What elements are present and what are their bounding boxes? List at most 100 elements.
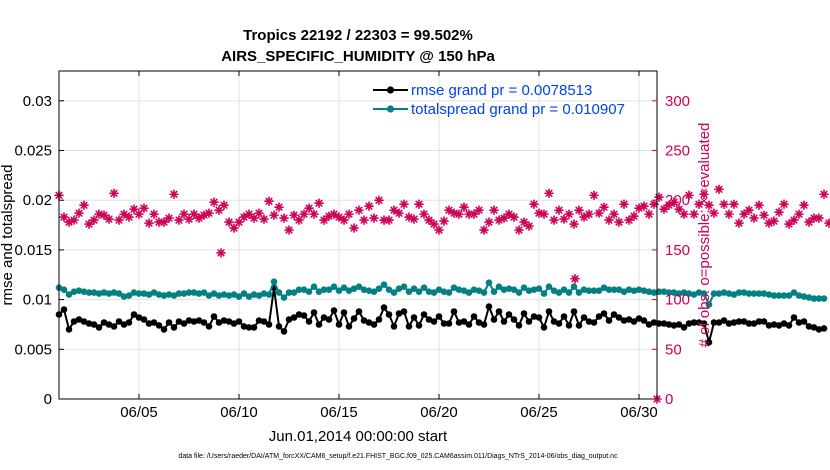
obs-marker bbox=[264, 196, 274, 207]
series-rmse-point bbox=[160, 326, 168, 333]
series-rmse-point bbox=[595, 313, 603, 320]
series-rmse-point bbox=[725, 320, 733, 327]
obs-marker bbox=[794, 209, 804, 219]
series-totalspread-point bbox=[760, 290, 768, 297]
series-totalspread-point bbox=[380, 281, 388, 289]
series-rmse-point bbox=[760, 318, 768, 325]
obs-marker-stroke bbox=[175, 216, 183, 224]
series-rmse-point bbox=[100, 319, 108, 326]
series-totalspread-point bbox=[820, 295, 828, 302]
series-rmse-point bbox=[115, 318, 123, 325]
series-rmse-point bbox=[630, 318, 638, 325]
series-totalspread-point bbox=[625, 286, 633, 294]
series-totalspread-point bbox=[535, 285, 543, 293]
series-totalspread-point bbox=[735, 289, 743, 296]
obs-marker-stroke bbox=[265, 197, 273, 205]
series-totalspread-point bbox=[90, 289, 98, 296]
series-totalspread-point bbox=[260, 290, 268, 297]
series-rmse-point bbox=[395, 310, 403, 317]
series-totalspread-point bbox=[550, 287, 558, 295]
series-totalspread-point bbox=[480, 289, 488, 296]
obs-marker-stroke bbox=[810, 214, 818, 222]
series-rmse-point bbox=[315, 321, 323, 328]
series-totalspread-point bbox=[150, 289, 158, 296]
obs-marker-stroke bbox=[715, 185, 723, 193]
obs-marker-stroke bbox=[305, 204, 313, 212]
x-tick-label: 06/05 bbox=[120, 404, 158, 421]
obs-marker-stroke bbox=[440, 217, 448, 225]
obs-marker bbox=[679, 209, 689, 219]
obs-marker bbox=[224, 217, 234, 227]
series-totalspread-point bbox=[305, 288, 313, 296]
series-totalspread-point bbox=[795, 292, 803, 299]
y-right-tick-label: 0 bbox=[665, 391, 673, 408]
series-rmse-point bbox=[510, 316, 518, 323]
obs-marker bbox=[684, 190, 694, 201]
series-rmse-point bbox=[790, 314, 798, 321]
obs-marker bbox=[739, 209, 749, 219]
series-rmse-point bbox=[75, 316, 83, 323]
obs-marker bbox=[274, 202, 284, 212]
legend-spread-label: totalspread grand pr = 0.010907 bbox=[411, 101, 625, 118]
obs-marker bbox=[179, 209, 189, 219]
obs-marker bbox=[789, 215, 799, 225]
obs-marker bbox=[734, 218, 744, 228]
series-rmse-point bbox=[320, 314, 328, 321]
series-rmse-point bbox=[265, 321, 273, 328]
series-totalspread-point bbox=[510, 286, 518, 294]
series-totalspread-point bbox=[635, 286, 643, 294]
series-totalspread-point bbox=[365, 287, 373, 295]
obs-marker-stroke bbox=[795, 210, 803, 218]
obs-marker bbox=[709, 208, 719, 218]
series-rmse-point bbox=[260, 318, 268, 325]
series-rmse-point bbox=[195, 317, 203, 324]
series-totalspread-point bbox=[675, 290, 683, 297]
series-totalspread-point bbox=[435, 286, 443, 294]
obs-marker-stroke bbox=[365, 202, 373, 210]
obs-marker bbox=[89, 215, 99, 225]
obs-marker bbox=[570, 273, 580, 284]
obs-marker bbox=[564, 209, 574, 219]
obs-marker bbox=[554, 205, 564, 215]
series-rmse-point bbox=[165, 319, 173, 326]
plot-area bbox=[59, 71, 657, 399]
series-rmse-point bbox=[660, 320, 668, 327]
series-totalspread-point bbox=[310, 283, 318, 291]
obs-marker bbox=[654, 192, 664, 203]
obs-marker-stroke bbox=[330, 210, 338, 218]
series-totalspread-point bbox=[225, 292, 233, 299]
obs-marker-stroke bbox=[135, 210, 143, 218]
series-totalspread-point bbox=[815, 295, 823, 302]
series-totalspread-point bbox=[415, 288, 423, 296]
y-axis-label: rmse and totalspread bbox=[0, 165, 16, 306]
series-totalspread-point bbox=[240, 290, 248, 297]
series-rmse-point bbox=[755, 318, 763, 325]
obs-marker bbox=[694, 199, 704, 209]
obs-marker-stroke bbox=[445, 206, 453, 214]
series-totalspread-point bbox=[805, 294, 813, 301]
obs-marker-stroke bbox=[390, 206, 398, 214]
series-totalspread-point bbox=[640, 287, 648, 295]
series-rmse-point bbox=[500, 318, 508, 325]
obs-marker bbox=[819, 189, 829, 200]
obs-marker-stroke bbox=[815, 214, 823, 222]
series-rmse-point bbox=[460, 318, 468, 325]
obs-marker-stroke bbox=[100, 211, 108, 219]
obs-marker-stroke bbox=[610, 210, 618, 218]
series-totalspread-point bbox=[575, 289, 583, 296]
series-rmse-point bbox=[785, 322, 793, 329]
series-rmse-point bbox=[125, 319, 133, 326]
series-totalspread-point bbox=[350, 285, 358, 293]
series-rmse-point bbox=[90, 321, 98, 328]
series-totalspread-point bbox=[770, 292, 778, 299]
footnote: data file: /Users/raeder/DAI/ATM_forcXX/… bbox=[178, 453, 618, 460]
obs-marker-stroke bbox=[760, 211, 768, 219]
series-rmse-point bbox=[310, 309, 318, 316]
series-rmse-point bbox=[220, 317, 228, 324]
series-rmse-point bbox=[525, 318, 533, 325]
obs-marker bbox=[269, 210, 279, 220]
obs-marker-stroke bbox=[105, 215, 113, 223]
obs-marker-stroke bbox=[710, 209, 718, 217]
obs-marker-stroke bbox=[400, 200, 408, 208]
obs-marker bbox=[174, 215, 184, 225]
